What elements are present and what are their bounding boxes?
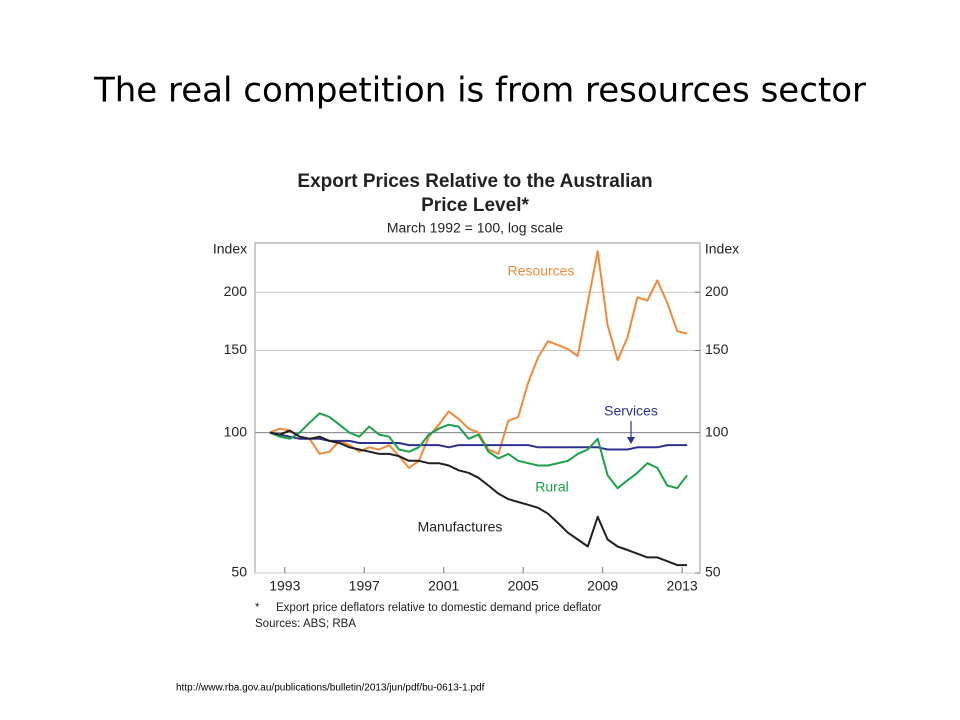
x-tick-label: 2001 bbox=[428, 578, 459, 594]
y2-tick-label: 200 bbox=[705, 283, 729, 299]
y2-tick-label: 150 bbox=[705, 341, 729, 357]
series-label: Manufactures bbox=[418, 519, 503, 535]
series-label: Resources bbox=[508, 263, 575, 279]
y-axis-label: Index bbox=[213, 241, 247, 257]
chart-subtitle: March 1992 = 100, log scale bbox=[387, 220, 563, 236]
x-tick-label: 1993 bbox=[269, 578, 300, 594]
x-tick-label: 2013 bbox=[667, 578, 698, 594]
x-tick-label: 2005 bbox=[508, 578, 539, 594]
footnote-mark: * bbox=[255, 602, 260, 614]
series-line bbox=[269, 431, 688, 451]
y-tick-label: 150 bbox=[224, 341, 248, 357]
series-label: Services bbox=[604, 403, 658, 419]
series-label: Rural bbox=[535, 479, 568, 495]
chart-title: Price Level* bbox=[421, 195, 529, 216]
y-tick-label: 100 bbox=[224, 423, 248, 439]
y2-tick-label: 100 bbox=[705, 423, 729, 439]
sources: Sources: ABS; RBA bbox=[255, 618, 356, 630]
y-tick-label: 50 bbox=[231, 564, 247, 580]
y-tick-label: 200 bbox=[224, 283, 248, 299]
chart-title: Export Prices Relative to the Australian bbox=[297, 171, 652, 192]
source-url: http://www.rba.gov.au/publications/bulle… bbox=[176, 683, 485, 694]
y2-tick-label: 50 bbox=[705, 564, 721, 580]
x-tick-label: 1997 bbox=[349, 578, 380, 594]
series-line bbox=[269, 412, 688, 490]
slide-title: The real competition is from resources s… bbox=[93, 71, 866, 111]
footnote: Export price deflators relative to domes… bbox=[276, 602, 602, 614]
x-tick-label: 2009 bbox=[587, 578, 618, 594]
series-line bbox=[269, 429, 688, 567]
arrow-head bbox=[627, 437, 635, 444]
y2-axis-label: Index bbox=[705, 241, 739, 257]
